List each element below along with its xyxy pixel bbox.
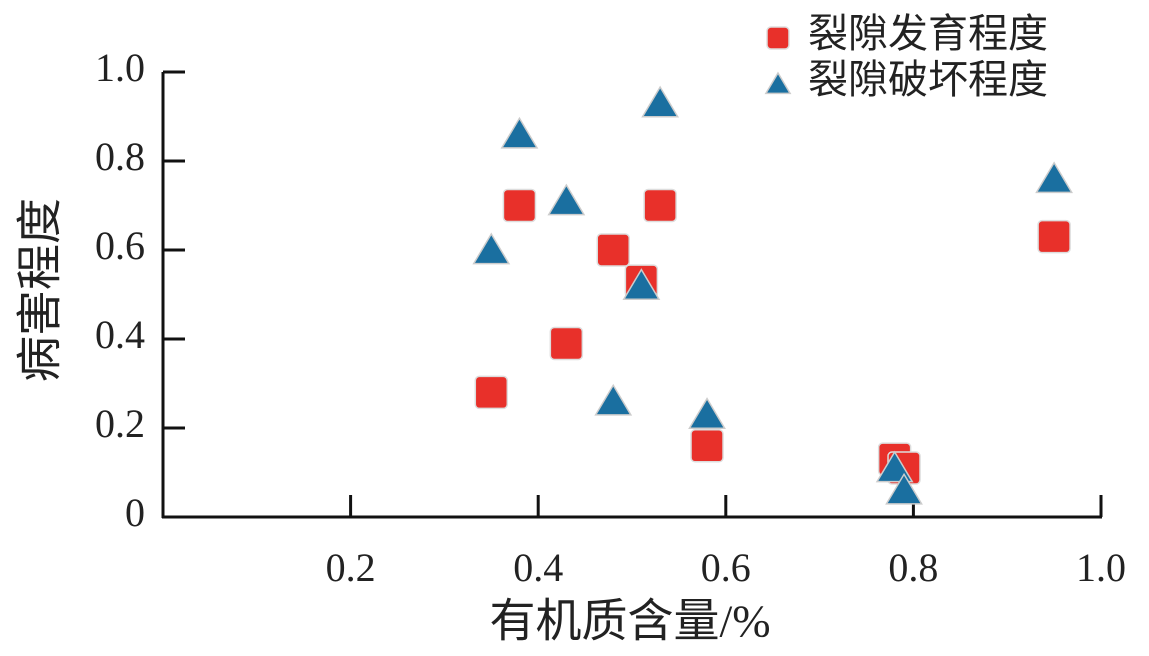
point bbox=[596, 233, 630, 267]
y-axis-title: 病害程度 bbox=[15, 198, 66, 382]
legend-label: 裂隙发育程度 bbox=[808, 11, 1048, 56]
x-tick-label: 1.0 bbox=[1076, 545, 1126, 590]
point bbox=[690, 429, 724, 463]
y-tick-label: 1.0 bbox=[95, 45, 145, 90]
x-tick-label: 0.4 bbox=[513, 545, 563, 590]
point bbox=[547, 183, 586, 216]
point bbox=[1035, 161, 1074, 194]
legend-marker bbox=[766, 26, 790, 50]
y-tick-label: 0.4 bbox=[95, 312, 145, 357]
point bbox=[1037, 219, 1071, 254]
point bbox=[688, 397, 726, 429]
point bbox=[594, 383, 633, 416]
x-tick-label: 0.8 bbox=[888, 545, 938, 590]
point bbox=[622, 268, 661, 300]
point bbox=[641, 85, 680, 118]
y-tick-label: 0.6 bbox=[95, 223, 145, 268]
x-axis-title: 有机质含量/% bbox=[489, 596, 770, 647]
y-tick-label: 0 bbox=[125, 490, 145, 535]
x-tick-label: 0.6 bbox=[701, 545, 751, 590]
x-tick-label: 0.2 bbox=[326, 545, 376, 590]
y-tick-label: 0.2 bbox=[95, 401, 145, 446]
legend-marker bbox=[764, 71, 792, 95]
point bbox=[474, 375, 509, 410]
point bbox=[500, 116, 539, 149]
point bbox=[643, 188, 677, 223]
legend-label: 裂隙破坏程度 bbox=[808, 57, 1048, 102]
point bbox=[502, 188, 537, 223]
point bbox=[549, 326, 584, 361]
point bbox=[472, 232, 511, 265]
point bbox=[885, 472, 923, 505]
y-tick-label: 0.8 bbox=[95, 134, 145, 179]
